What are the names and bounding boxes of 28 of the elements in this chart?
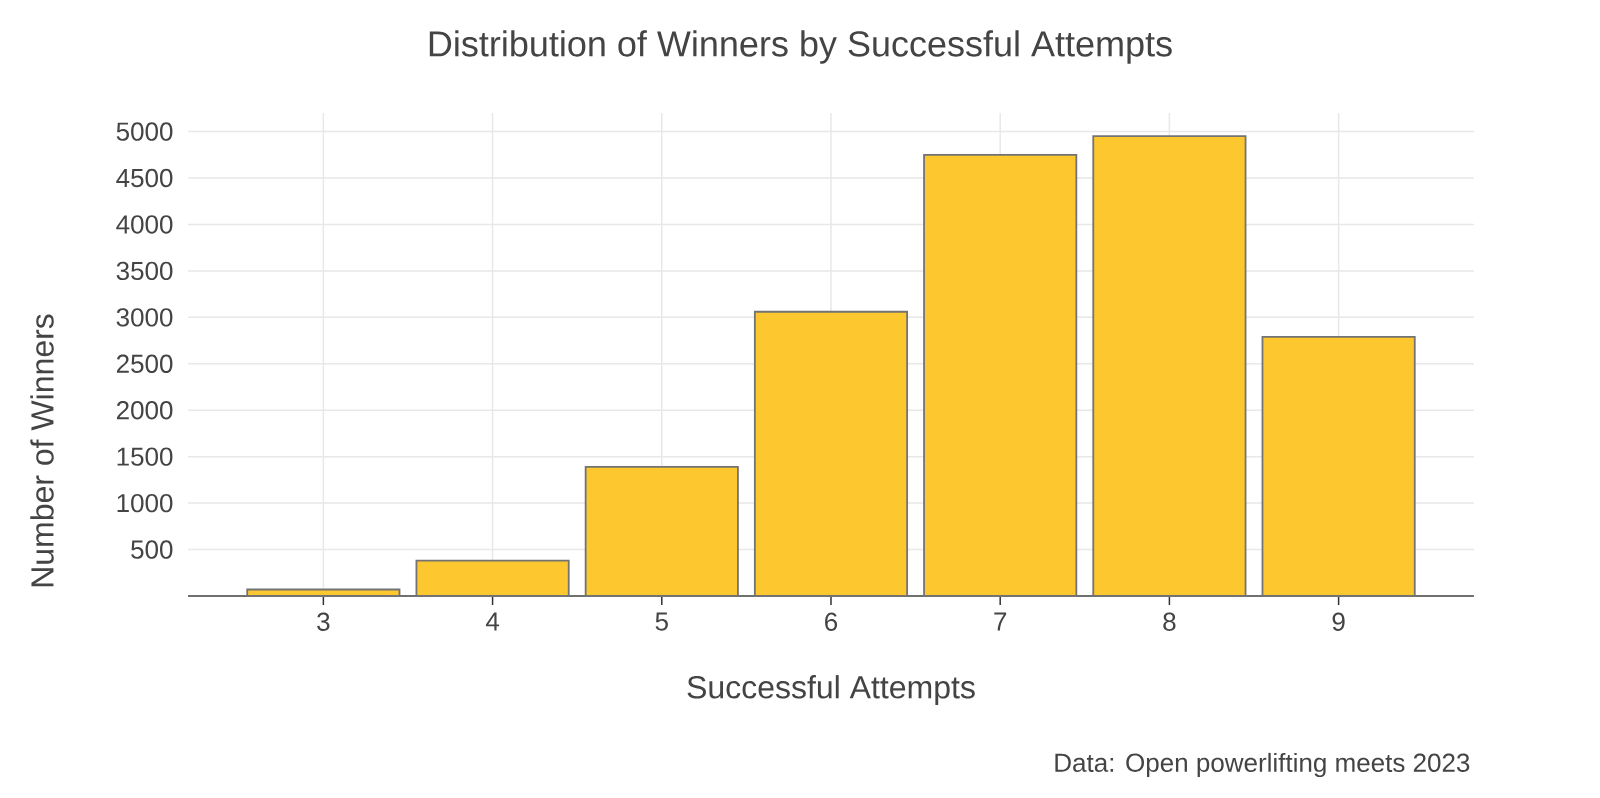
x-tick-label: 5 [655,612,668,631]
y-tick-label: 2500 [116,354,173,373]
y-tick-label: 5000 [116,122,173,141]
bar [246,588,401,597]
bar [1261,335,1416,597]
chart-title: Distribution of Winners by Successful Attempts [429,30,1172,64]
x-tick-label: 4 [485,612,500,631]
text: Data: Open powerlifting meets 2023 [1055,752,1470,778]
y-tick-label: 2000 [116,401,173,420]
y-tick-label: 4000 [116,215,173,234]
x-tick-label: 7 [994,612,1007,631]
x-tick-label: 8 [1163,612,1176,631]
bar [923,153,1078,597]
x-tick-label: 6 [825,612,838,631]
y-tick-label: 500 [131,540,173,559]
bar [584,465,739,597]
bar [415,559,570,597]
bar [1092,135,1247,597]
y-tick-label: 3500 [116,261,173,281]
y-tick-label: 3000 [116,308,173,327]
x-tick-label: 3 [317,612,330,631]
y-tick-label: 1500 [117,447,173,466]
bar [753,310,909,597]
y-tick-label: 1000 [117,493,173,513]
x-axis-title: Successful Attempts [687,675,975,705]
x-tick-label: 9 [1332,612,1345,631]
y-tick-label: 4500 [116,168,173,188]
y-axis-title: Number of Winners [30,314,54,587]
